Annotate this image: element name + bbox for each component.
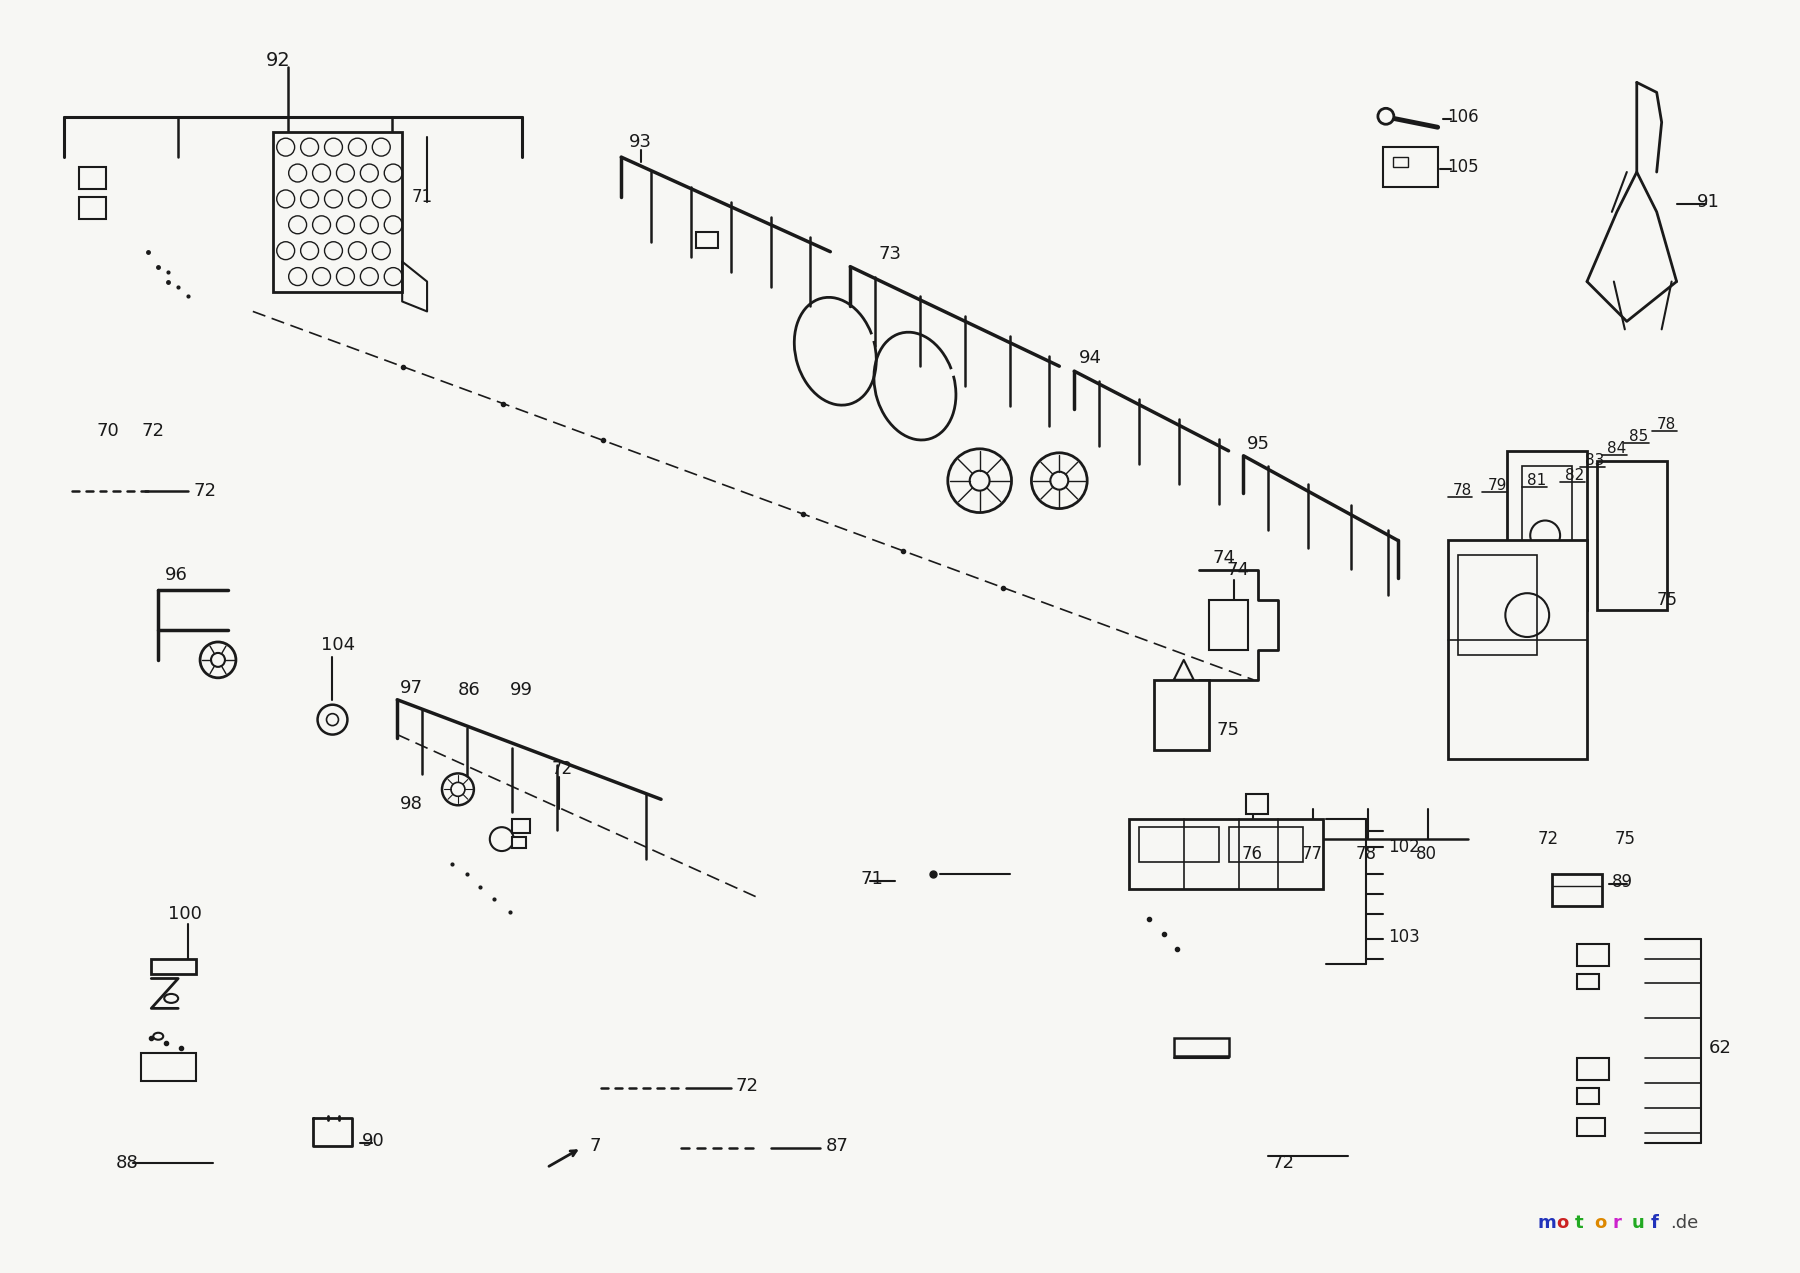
Text: 75: 75	[1217, 721, 1240, 738]
Bar	[511, 820, 529, 833]
Text: 93: 93	[630, 134, 652, 151]
Text: t: t	[1575, 1214, 1584, 1232]
Bar	[1129, 820, 1323, 889]
Text: 71: 71	[412, 188, 432, 206]
Bar	[697, 232, 718, 248]
Bar	[142, 1053, 196, 1081]
Text: 96: 96	[166, 566, 187, 584]
Text: 72: 72	[193, 481, 216, 499]
Bar	[1552, 875, 1602, 906]
Text: .de: .de	[1670, 1214, 1697, 1232]
Text: 92: 92	[265, 51, 290, 70]
Bar	[1139, 827, 1219, 862]
Text: 72: 72	[1271, 1153, 1294, 1171]
Text: o: o	[1557, 1214, 1568, 1232]
Text: 89: 89	[1611, 873, 1633, 891]
Text: 62: 62	[1708, 1039, 1732, 1057]
Bar	[1393, 157, 1408, 167]
Bar	[79, 197, 106, 219]
Text: r: r	[1613, 1214, 1622, 1232]
Text: 72: 72	[736, 1077, 760, 1095]
Text: 72: 72	[551, 760, 572, 778]
Text: 72: 72	[142, 421, 164, 440]
Circle shape	[490, 827, 513, 852]
Bar	[1507, 451, 1588, 610]
Text: 80: 80	[1417, 845, 1436, 863]
Bar	[1154, 680, 1208, 750]
Text: 81: 81	[1526, 474, 1546, 488]
Text: 84: 84	[1607, 442, 1625, 456]
Text: 83: 83	[1586, 453, 1604, 468]
Circle shape	[949, 449, 1012, 513]
Text: f: f	[1651, 1214, 1658, 1232]
Text: 100: 100	[167, 905, 202, 923]
Text: 86: 86	[457, 681, 481, 699]
Bar	[1229, 827, 1303, 862]
Bar	[1577, 974, 1598, 989]
Circle shape	[1379, 108, 1393, 125]
Bar	[1597, 461, 1667, 610]
Circle shape	[443, 774, 473, 806]
Text: 87: 87	[826, 1137, 848, 1155]
Ellipse shape	[164, 994, 178, 1003]
Text: 82: 82	[1564, 468, 1584, 484]
Circle shape	[200, 642, 236, 677]
Text: 88: 88	[115, 1153, 139, 1171]
Bar	[1523, 466, 1571, 545]
Text: 74: 74	[1213, 550, 1235, 568]
Text: 90: 90	[362, 1132, 385, 1150]
Text: 77: 77	[1301, 845, 1323, 863]
Text: 74: 74	[1226, 561, 1249, 579]
Text: m: m	[1537, 1214, 1555, 1232]
Text: 105: 105	[1447, 158, 1480, 176]
Text: 95: 95	[1246, 435, 1269, 453]
Text: 79: 79	[1487, 479, 1507, 493]
Text: o: o	[1595, 1214, 1606, 1232]
Text: 99: 99	[509, 681, 533, 699]
Bar	[1174, 1039, 1229, 1057]
Bar	[1577, 1118, 1606, 1136]
Text: 106: 106	[1447, 108, 1480, 126]
Circle shape	[317, 705, 347, 735]
Text: 94: 94	[1080, 349, 1102, 367]
Text: 71: 71	[860, 869, 884, 889]
Text: u: u	[1633, 1214, 1645, 1232]
Text: 97: 97	[400, 679, 423, 696]
Text: 102: 102	[1388, 838, 1420, 855]
Text: 75: 75	[1656, 591, 1678, 610]
Text: 78: 78	[1656, 418, 1676, 433]
Bar	[79, 167, 106, 188]
Text: 78: 78	[1355, 845, 1377, 863]
Text: 85: 85	[1629, 429, 1649, 444]
Bar	[1382, 148, 1438, 187]
Text: 73: 73	[878, 244, 902, 262]
Bar	[1447, 541, 1588, 760]
Text: 76: 76	[1242, 845, 1262, 863]
Bar	[151, 959, 196, 974]
Bar	[1246, 794, 1269, 815]
Bar	[1577, 1088, 1598, 1104]
Bar	[1208, 600, 1249, 651]
Bar	[274, 132, 401, 292]
Text: 78: 78	[1453, 484, 1472, 498]
Bar	[1577, 943, 1609, 965]
Text: 7: 7	[589, 1137, 601, 1155]
Text: 75: 75	[1615, 830, 1636, 848]
Text: 98: 98	[400, 796, 423, 813]
Text: 91: 91	[1697, 193, 1719, 211]
Bar	[1458, 555, 1537, 654]
Bar	[1577, 1058, 1609, 1080]
Bar	[511, 838, 526, 848]
Text: 104: 104	[320, 636, 355, 654]
Text: 70: 70	[97, 421, 119, 440]
Text: 72: 72	[1537, 830, 1559, 848]
Text: 103: 103	[1388, 928, 1420, 946]
Ellipse shape	[153, 1032, 164, 1040]
Circle shape	[1031, 453, 1087, 508]
